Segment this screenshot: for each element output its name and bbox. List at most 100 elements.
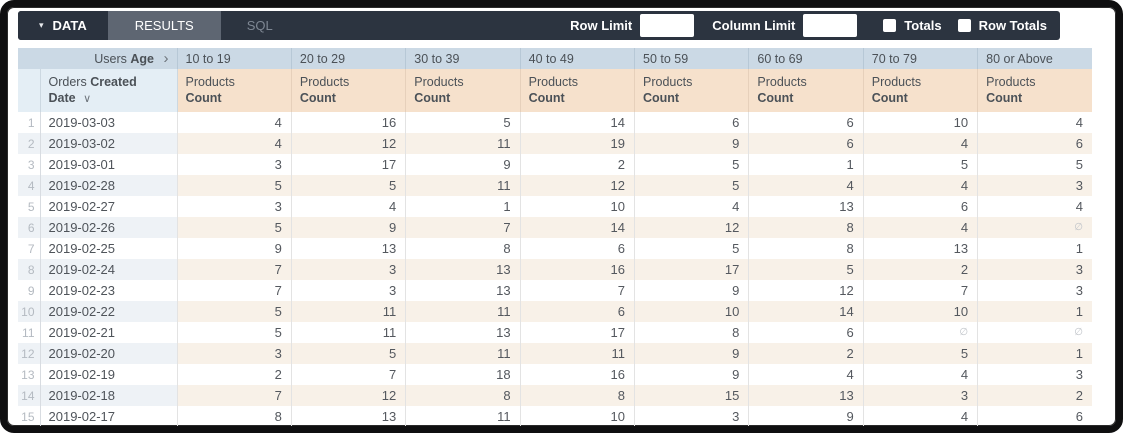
value-cell[interactable]: 11 <box>405 301 521 322</box>
value-cell[interactable]: 5 <box>863 154 979 175</box>
value-cell[interactable]: 6 <box>748 133 864 154</box>
value-cell[interactable]: 10 <box>520 196 636 217</box>
value-cell[interactable]: 4 <box>1075 115 1083 130</box>
value-cell[interactable]: 4 <box>177 112 292 133</box>
value-cell[interactable]: 13 <box>748 196 864 217</box>
value-cell[interactable]: 1 <box>1075 241 1083 256</box>
value-cell[interactable]: 9 <box>748 406 864 426</box>
value-cell[interactable]: 17 <box>634 259 750 280</box>
value-cell[interactable]: 3 <box>291 259 407 280</box>
measure-header[interactable]: Products Count <box>405 69 521 112</box>
value-cell[interactable]: 6 <box>634 112 750 133</box>
value-cell[interactable]: 6 <box>748 322 864 343</box>
value-cell[interactable]: 1 <box>748 154 864 175</box>
measure-header[interactable]: Products Count <box>863 69 979 112</box>
value-cell[interactable]: 9 <box>291 217 407 238</box>
value-cell[interactable]: 4 <box>634 196 750 217</box>
value-cell[interactable]: 11 <box>405 175 521 196</box>
tab-results[interactable]: RESULTS <box>107 11 221 40</box>
value-cell[interactable]: 15 <box>634 385 750 406</box>
value-cell[interactable]: 5 <box>177 175 292 196</box>
value-cell[interactable]: 8 <box>748 238 864 259</box>
date-cell[interactable]: 2019-02-27 <box>40 196 178 217</box>
age-bucket-header[interactable]: 80 or Above <box>977 48 1092 69</box>
value-cell[interactable]: 12 <box>634 217 750 238</box>
date-cell[interactable]: 2019-02-23 <box>40 280 178 301</box>
value-cell[interactable]: 5 <box>177 301 292 322</box>
value-cell[interactable]: 5 <box>177 322 292 343</box>
value-cell[interactable]: 4 <box>1075 199 1083 214</box>
value-cell[interactable]: 12 <box>520 175 636 196</box>
totals-checkbox[interactable] <box>883 19 897 32</box>
value-cell[interactable]: 1 <box>977 301 1092 322</box>
value-cell[interactable]: 10 <box>863 112 979 133</box>
value-cell[interactable]: 12 <box>291 133 407 154</box>
value-cell[interactable]: 3 <box>291 280 407 301</box>
value-cell[interactable]: 11 <box>520 343 636 364</box>
value-cell[interactable]: 7 <box>863 280 979 301</box>
value-cell[interactable]: 13 <box>748 385 864 406</box>
value-cell[interactable]: 6 <box>1075 409 1083 424</box>
value-cell[interactable]: 3 <box>634 406 750 426</box>
column-limit-input[interactable] <box>803 14 858 37</box>
date-cell[interactable]: 2019-02-26 <box>40 217 178 238</box>
value-cell[interactable]: 9 <box>634 280 750 301</box>
value-cell[interactable]: 7 <box>177 385 292 406</box>
age-bucket-header[interactable]: 20 to 29 <box>291 48 407 69</box>
value-cell[interactable]: 4 <box>863 364 979 385</box>
value-cell[interactable]: 9 <box>405 154 521 175</box>
value-cell[interactable]: 6 <box>520 238 636 259</box>
value-cell[interactable]: 8 <box>748 217 864 238</box>
value-cell[interactable]: 7 <box>520 280 636 301</box>
value-cell[interactable]: 7 <box>291 364 407 385</box>
value-cell[interactable]: 8 <box>520 385 636 406</box>
value-cell[interactable]: 8 <box>177 406 292 426</box>
value-cell[interactable]: 5 <box>1075 157 1083 172</box>
value-cell[interactable]: 1 <box>977 343 1092 364</box>
value-cell[interactable]: 7 <box>405 217 521 238</box>
date-cell[interactable]: 2019-02-21 <box>40 322 178 343</box>
value-cell[interactable]: 5 <box>634 154 750 175</box>
value-cell[interactable]: 10 <box>520 406 636 426</box>
measure-header[interactable]: Products Count <box>748 69 864 112</box>
value-cell[interactable]: 11 <box>405 133 521 154</box>
value-cell[interactable]: 12 <box>748 280 864 301</box>
value-cell[interactable]: 17 <box>291 154 407 175</box>
row-limit-input[interactable] <box>640 14 695 37</box>
value-cell[interactable]: 13 <box>291 238 407 259</box>
row-totals-checkbox[interactable] <box>957 19 971 32</box>
value-cell[interactable]: 2 <box>977 385 1092 406</box>
value-cell[interactable]: 8 <box>405 238 521 259</box>
value-cell[interactable]: 6 <box>863 196 979 217</box>
value-cell[interactable]: 13 <box>405 322 521 343</box>
value-cell[interactable]: 3 <box>1075 283 1083 298</box>
value-cell[interactable]: 6 <box>977 133 1092 154</box>
value-cell[interactable]: 3 <box>977 259 1092 280</box>
value-cell[interactable]: 4 <box>863 133 979 154</box>
measure-header[interactable]: Products Count <box>291 69 407 112</box>
value-cell[interactable]: 11 <box>405 343 521 364</box>
value-cell[interactable]: 11 <box>291 322 407 343</box>
measure-header[interactable]: Products Count <box>977 69 1092 112</box>
value-cell[interactable]: 14 <box>520 112 636 133</box>
value-cell[interactable]: 2 <box>177 364 292 385</box>
date-cell[interactable]: 2019-02-20 <box>40 343 178 364</box>
value-cell[interactable]: 14 <box>748 301 864 322</box>
value-cell[interactable]: 1 <box>405 196 521 217</box>
value-cell[interactable]: 3 <box>977 175 1092 196</box>
date-cell[interactable]: 2019-03-01 <box>40 154 178 175</box>
value-cell[interactable]: 4 <box>291 196 407 217</box>
date-cell[interactable]: 2019-02-19 <box>40 364 178 385</box>
value-cell[interactable]: 5 <box>634 238 750 259</box>
value-cell[interactable]: 10 <box>634 301 750 322</box>
value-cell[interactable]: 3 <box>1075 367 1083 382</box>
value-cell[interactable]: 5 <box>748 259 864 280</box>
value-cell[interactable]: 12 <box>291 385 407 406</box>
value-cell[interactable]: 4 <box>748 175 864 196</box>
value-cell[interactable]: 10 <box>863 301 979 322</box>
pivot-field-header[interactable]: Users Age › <box>18 48 178 69</box>
age-bucket-header[interactable]: 10 to 19 <box>177 48 292 69</box>
value-cell[interactable]: 2 <box>520 154 636 175</box>
value-cell[interactable]: 5 <box>291 175 407 196</box>
tab-data[interactable]: ▾ DATA <box>18 11 108 40</box>
